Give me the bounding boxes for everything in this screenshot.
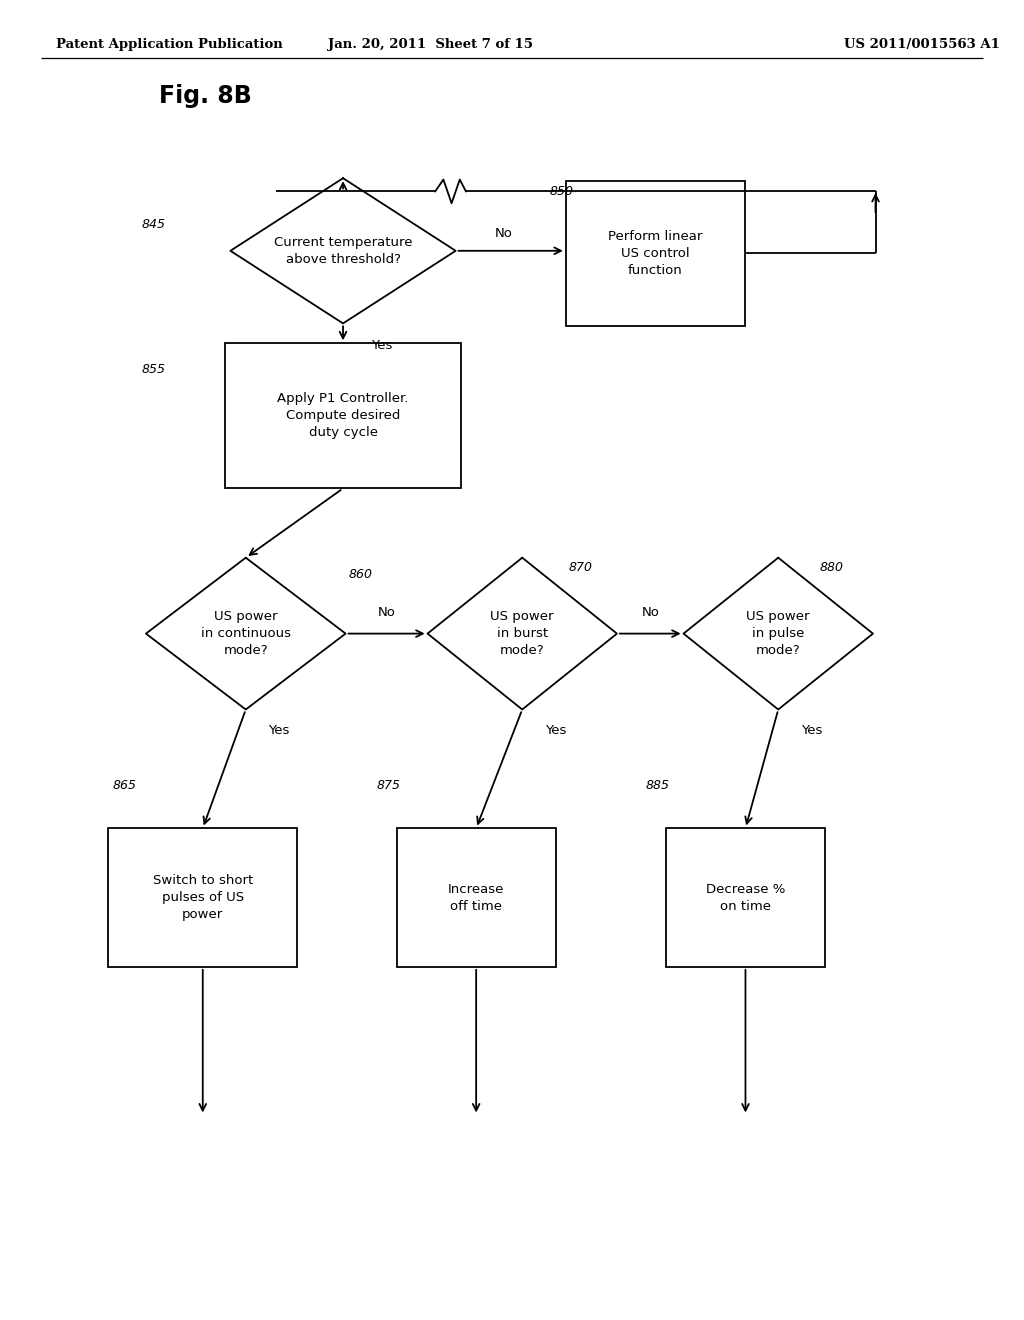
Text: Perform linear
US control
function: Perform linear US control function bbox=[608, 230, 702, 277]
Text: US power
in pulse
mode?: US power in pulse mode? bbox=[746, 610, 810, 657]
Text: Decrease %
on time: Decrease % on time bbox=[706, 883, 785, 912]
Text: Yes: Yes bbox=[371, 339, 392, 352]
Text: No: No bbox=[495, 227, 513, 240]
Bar bbox=[565, 181, 745, 326]
Text: US power
in continuous
mode?: US power in continuous mode? bbox=[201, 610, 291, 657]
Text: 845: 845 bbox=[141, 218, 165, 231]
Text: Fig. 8B: Fig. 8B bbox=[159, 84, 252, 108]
Text: Patent Application Publication: Patent Application Publication bbox=[56, 38, 283, 51]
Text: 885: 885 bbox=[645, 779, 669, 792]
Bar bbox=[397, 829, 555, 966]
Text: Current temperature
above threshold?: Current temperature above threshold? bbox=[273, 236, 413, 265]
Text: 865: 865 bbox=[113, 779, 136, 792]
Text: 850: 850 bbox=[550, 185, 573, 198]
Text: Yes: Yes bbox=[801, 725, 822, 737]
Text: Apply P1 Controller.
Compute desired
duty cycle: Apply P1 Controller. Compute desired dut… bbox=[278, 392, 409, 440]
Bar bbox=[225, 343, 461, 488]
Text: Jan. 20, 2011  Sheet 7 of 15: Jan. 20, 2011 Sheet 7 of 15 bbox=[328, 38, 532, 51]
Bar bbox=[666, 829, 825, 966]
Text: 870: 870 bbox=[568, 561, 592, 574]
Text: 860: 860 bbox=[348, 568, 372, 581]
Text: No: No bbox=[641, 606, 659, 619]
Text: 855: 855 bbox=[141, 363, 165, 376]
Bar bbox=[109, 829, 297, 966]
Text: US power
in burst
mode?: US power in burst mode? bbox=[490, 610, 554, 657]
Text: Yes: Yes bbox=[545, 725, 566, 737]
Text: 875: 875 bbox=[377, 779, 400, 792]
Text: Increase
off time: Increase off time bbox=[447, 883, 505, 912]
Text: Switch to short
pulses of US
power: Switch to short pulses of US power bbox=[153, 874, 253, 921]
Text: No: No bbox=[378, 606, 395, 619]
Text: 880: 880 bbox=[819, 561, 843, 574]
Text: Yes: Yes bbox=[268, 725, 290, 737]
Text: US 2011/0015563 A1: US 2011/0015563 A1 bbox=[844, 38, 999, 51]
